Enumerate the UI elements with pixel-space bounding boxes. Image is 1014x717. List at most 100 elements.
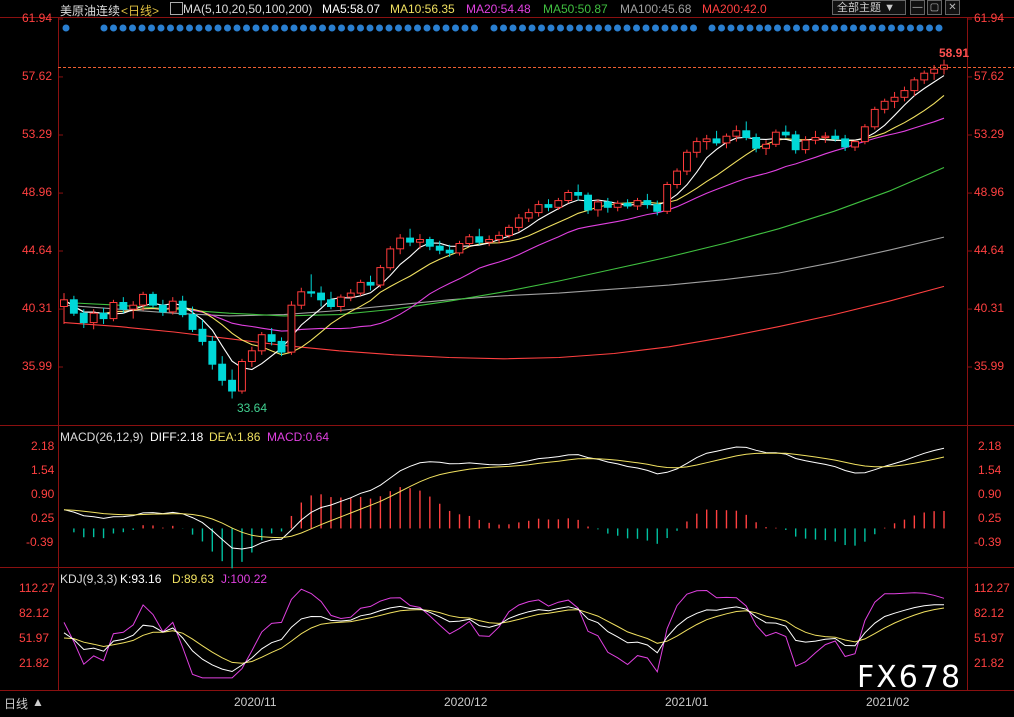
candle[interactable]	[514, 213, 523, 232]
candle[interactable]	[821, 132, 830, 143]
candle[interactable]	[346, 289, 355, 302]
candle[interactable]	[623, 199, 632, 209]
candle[interactable]	[99, 307, 108, 324]
candle[interactable]	[584, 192, 592, 214]
candle[interactable]	[860, 124, 869, 145]
candle[interactable]	[257, 331, 266, 355]
candle[interactable]	[455, 240, 464, 256]
candle[interactable]	[801, 136, 810, 154]
candlesticks[interactable]	[60, 59, 948, 399]
candle[interactable]	[613, 200, 622, 212]
candle[interactable]	[129, 301, 138, 319]
candle[interactable]	[277, 337, 286, 357]
candle[interactable]	[851, 140, 859, 151]
candle[interactable]	[603, 197, 612, 213]
candle[interactable]	[485, 235, 494, 247]
candle[interactable]	[841, 134, 850, 151]
candle[interactable]	[653, 200, 662, 216]
theme-dropdown[interactable]: 全部主题 ▼	[832, 0, 906, 15]
candle[interactable]	[742, 121, 751, 141]
candle[interactable]	[910, 77, 919, 96]
candle[interactable]	[702, 134, 711, 150]
candle[interactable]	[168, 297, 177, 315]
ma-settings-icon[interactable]	[170, 2, 183, 15]
candle[interactable]	[109, 299, 118, 322]
candle[interactable]	[267, 327, 276, 346]
candle[interactable]	[831, 129, 840, 142]
candle[interactable]	[495, 231, 504, 244]
candle[interactable]	[228, 369, 237, 399]
candle[interactable]	[60, 293, 68, 324]
candle[interactable]	[673, 168, 681, 189]
candle[interactable]	[880, 98, 889, 114]
candle[interactable]	[475, 228, 484, 245]
candle[interactable]	[663, 181, 672, 214]
candle[interactable]	[683, 149, 691, 176]
candle[interactable]	[297, 287, 306, 310]
candle[interactable]	[900, 86, 909, 102]
candle[interactable]	[119, 297, 128, 314]
maximize-icon[interactable]: ▢	[927, 0, 942, 15]
candle[interactable]	[218, 356, 227, 386]
candle[interactable]	[762, 140, 770, 155]
candle[interactable]	[445, 244, 454, 257]
minimize-icon[interactable]: —	[910, 0, 925, 15]
candle[interactable]	[771, 129, 780, 147]
candle[interactable]	[247, 346, 256, 367]
kdj-title[interactable]: KDJ(9,3,3)	[60, 572, 118, 586]
candle[interactable]	[643, 193, 652, 209]
candle[interactable]	[208, 336, 217, 370]
candle[interactable]	[396, 234, 405, 255]
candle[interactable]	[890, 91, 899, 109]
macd-title[interactable]: MACD(26,12,9)	[60, 430, 144, 444]
candle[interactable]	[336, 294, 345, 312]
candle[interactable]	[356, 279, 365, 296]
candle[interactable]	[752, 133, 761, 153]
candle[interactable]	[920, 70, 929, 84]
period-caret-icon[interactable]: ▲	[32, 695, 44, 709]
candle[interactable]	[811, 130, 820, 145]
candle[interactable]	[712, 130, 721, 146]
candle[interactable]	[574, 184, 583, 201]
candle[interactable]	[89, 309, 98, 330]
candle[interactable]	[386, 246, 395, 271]
candle[interactable]	[781, 125, 790, 138]
candle[interactable]	[732, 125, 741, 142]
candle[interactable]	[149, 291, 157, 308]
candle[interactable]	[633, 197, 642, 210]
candle[interactable]	[416, 234, 424, 249]
candle[interactable]	[505, 224, 513, 239]
candle[interactable]	[791, 130, 800, 154]
close-icon[interactable]: ✕	[945, 0, 960, 15]
candle[interactable]	[238, 358, 246, 394]
candle[interactable]	[870, 106, 879, 130]
candle[interactable]	[317, 286, 326, 307]
period-label[interactable]: <日线>	[121, 4, 160, 18]
candle[interactable]	[406, 228, 415, 247]
candle[interactable]	[198, 319, 207, 346]
candle[interactable]	[188, 306, 197, 332]
candle[interactable]	[564, 189, 573, 204]
candle[interactable]	[554, 197, 563, 210]
candle[interactable]	[79, 309, 88, 328]
candle[interactable]	[594, 199, 602, 217]
candle[interactable]	[158, 299, 167, 316]
candle[interactable]	[435, 240, 444, 255]
candle[interactable]	[544, 199, 553, 212]
ma-params[interactable]: MA(5,10,20,50,100,200)	[183, 2, 313, 16]
candle[interactable]	[178, 295, 187, 318]
candle[interactable]	[722, 133, 731, 149]
candle[interactable]	[69, 295, 78, 316]
candle[interactable]	[425, 236, 434, 251]
candle[interactable]	[139, 291, 148, 311]
candle[interactable]	[287, 301, 296, 355]
candle[interactable]	[327, 291, 335, 310]
event-dots[interactable]	[62, 24, 943, 32]
candle[interactable]	[524, 208, 533, 223]
instrument-name[interactable]: 美原油连续	[60, 4, 121, 18]
candle[interactable]	[692, 137, 701, 158]
candle[interactable]	[366, 275, 375, 291]
candle[interactable]	[465, 234, 474, 247]
candle[interactable]	[307, 274, 316, 298]
